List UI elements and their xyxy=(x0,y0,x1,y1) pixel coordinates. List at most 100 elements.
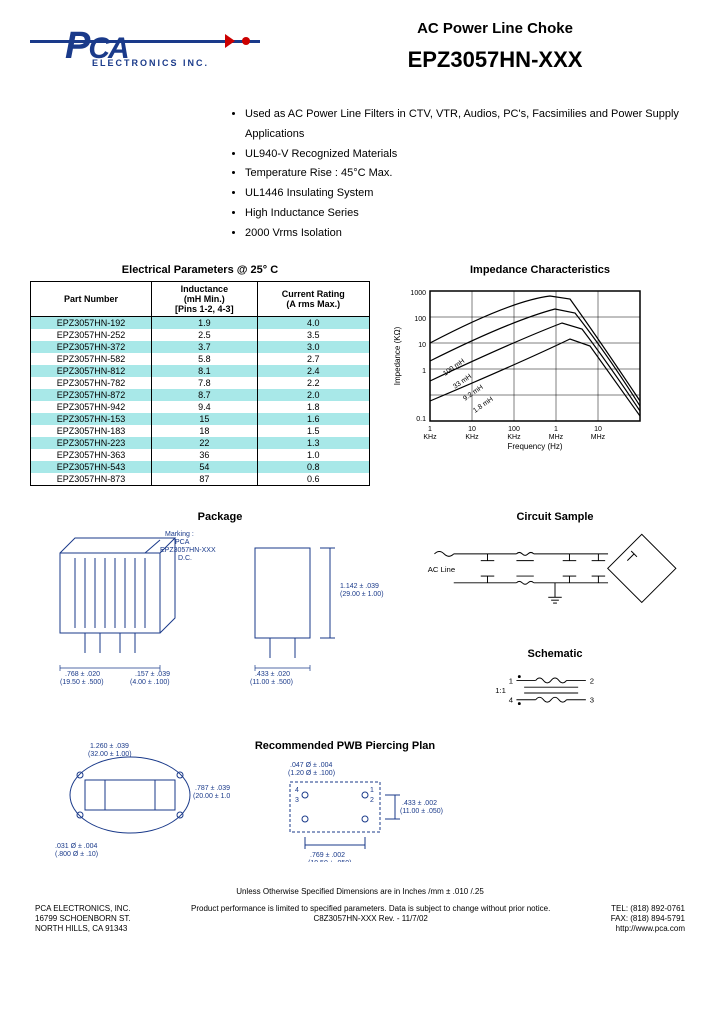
svg-text:1: 1 xyxy=(509,676,513,685)
circuit-diagram: AC Line xyxy=(420,528,690,628)
svg-text:1: 1 xyxy=(428,426,432,433)
svg-text:(4.00 ± .100): (4.00 ± .100) xyxy=(130,679,170,686)
svg-text:Frequency (Hz): Frequency (Hz) xyxy=(507,442,562,451)
company-logo: PCA ELECTRONICS INC. xyxy=(30,20,260,90)
schematic-title: Schematic xyxy=(420,648,690,660)
svg-text:(19.50 ± .500): (19.50 ± .500) xyxy=(60,679,104,686)
svg-text:1.260 ± .039: 1.260 ± .039 xyxy=(90,743,129,750)
svg-text:(11.00 ± .500): (11.00 ± .500) xyxy=(250,679,293,686)
svg-text:KHz: KHz xyxy=(465,434,479,441)
table-row: EPZ3057HN-8728.72.0 xyxy=(31,389,370,401)
footer-contact: TEL: (818) 892-0761FAX: (818) 894-5791ht… xyxy=(611,904,685,935)
pwb-diagram: .047 Ø ± .004(1.20 Ø ± .100) 1 2 4 3 .433 … xyxy=(240,757,450,862)
svg-text:MHz: MHz xyxy=(591,434,606,441)
table-row: EPZ3057HN-7827.82.2 xyxy=(31,377,370,389)
svg-text:1:1: 1:1 xyxy=(495,686,506,695)
svg-text:10: 10 xyxy=(418,342,426,349)
table-row: EPZ3057HN-5825.82.7 xyxy=(31,353,370,365)
svg-text:1: 1 xyxy=(554,426,558,433)
svg-text:.768 ± .020: .768 ± .020 xyxy=(65,671,100,678)
table-row: EPZ3057HN-363361.0 xyxy=(31,449,370,461)
chart-title: Impedance Characteristics xyxy=(390,264,690,276)
impedance-chart: 100 mH 33 mH 9.2 mH 1.8 mH 100010010 10.… xyxy=(390,281,670,451)
pwb-title: Recommended PWB Piercing Plan xyxy=(240,740,450,752)
svg-text:3: 3 xyxy=(590,695,594,704)
svg-text:0.1: 0.1 xyxy=(416,416,426,423)
svg-text:(19.50 ± .050): (19.50 ± .050) xyxy=(308,860,352,862)
svg-text:1.8 mH: 1.8 mH xyxy=(472,396,494,415)
feature-item: 2000 Vrms Isolation xyxy=(245,224,690,244)
svg-text:.769 ± .002: .769 ± .002 xyxy=(310,852,345,859)
footer-note: Unless Otherwise Specified Dimensions ar… xyxy=(30,887,690,896)
table-row: EPZ3057HN-8128.12.4 xyxy=(31,365,370,377)
doc-subtitle: AC Power Line Choke xyxy=(300,20,690,37)
svg-text:3: 3 xyxy=(295,797,299,804)
svg-text:D.C.: D.C. xyxy=(178,555,192,562)
schematic-diagram: 1:1 1 2 4 3 xyxy=(420,665,690,720)
table-row: EPZ3057HN-1921.94.0 xyxy=(31,316,370,329)
part-number-title: EPZ3057HN-XXX xyxy=(300,47,690,73)
table-row: EPZ3057HN-153151.6 xyxy=(31,413,370,425)
feature-list: Used as AC Power Line Filters in CTV, VT… xyxy=(230,105,690,244)
svg-text:(32.00 ± 1.00): (32.00 ± 1.00) xyxy=(88,751,132,758)
table-row: EPZ3057HN-543540.8 xyxy=(31,461,370,473)
svg-text:Marking :: Marking : xyxy=(165,531,194,538)
table-row: EPZ3057HN-3723.73.0 xyxy=(31,341,370,353)
table-row: EPZ3057HN-2522.53.5 xyxy=(31,329,370,341)
table-row: EPZ3057HN-9429.41.8 xyxy=(31,401,370,413)
svg-text:PCA: PCA xyxy=(175,539,190,546)
svg-text:(29.00 ± 1.00): (29.00 ± 1.00) xyxy=(340,591,384,598)
svg-text:.157 ± .039: .157 ± .039 xyxy=(135,671,170,678)
package-title: Package xyxy=(30,511,410,523)
feature-item: UL940-V Recognized Materials xyxy=(245,145,690,165)
svg-text:(20.00 ± 1.00): (20.00 ± 1.00) xyxy=(193,793,230,800)
feature-item: Used as AC Power Line Filters in CTV, VT… xyxy=(245,105,690,145)
svg-text:10: 10 xyxy=(594,426,602,433)
svg-text:KHz: KHz xyxy=(507,434,521,441)
footer-address: PCA ELECTRONICS, INC.16799 SCHOENBORN ST… xyxy=(35,904,131,935)
feature-item: High Inductance Series xyxy=(245,204,690,224)
svg-text:100: 100 xyxy=(414,316,426,323)
header: PCA ELECTRONICS INC. AC Power Line Choke… xyxy=(30,20,690,90)
svg-text:MHz: MHz xyxy=(549,434,564,441)
svg-text:4: 4 xyxy=(509,695,514,704)
svg-text:(11.00 ± .050): (11.00 ± .050) xyxy=(400,808,443,815)
footer: PCA ELECTRONICS, INC.16799 SCHOENBORN ST… xyxy=(30,904,690,935)
svg-text:.787 ± .039: .787 ± .039 xyxy=(195,785,230,792)
svg-text:.433 ± .020: .433 ± .020 xyxy=(255,671,290,678)
circuit-title: Circuit Sample xyxy=(420,511,690,523)
svg-text:EPZ3057HN-XXX: EPZ3057HN-XXX xyxy=(160,547,216,554)
table-row: EPZ3057HN-223221.3 xyxy=(31,437,370,449)
svg-text:1000: 1000 xyxy=(410,290,426,297)
table-title: Electrical Parameters @ 25° C xyxy=(30,264,370,276)
svg-text:10: 10 xyxy=(468,426,476,433)
svg-text:100 mH: 100 mH xyxy=(442,357,466,377)
feature-item: Temperature Rise : 45°C Max. xyxy=(245,164,690,184)
svg-text:KHz: KHz xyxy=(423,434,437,441)
svg-text:AC Line: AC Line xyxy=(428,565,455,574)
svg-text:.433 ± .002: .433 ± .002 xyxy=(402,800,437,807)
svg-text:(1.20 Ø ± .100): (1.20 Ø ± .100) xyxy=(288,770,335,777)
svg-text:(.800 Ø ± .10): (.800 Ø ± .10) xyxy=(55,851,98,858)
table-row: EPZ3057HN-183181.5 xyxy=(31,425,370,437)
footer-disclaimer: Product performance is limited to specif… xyxy=(191,904,550,935)
table-row: EPZ3057HN-873870.6 xyxy=(31,473,370,486)
parameters-table-section: Electrical Parameters @ 25° C Part Numbe… xyxy=(30,264,370,486)
feature-item: UL1446 Insulating System xyxy=(245,184,690,204)
svg-text:100: 100 xyxy=(508,426,520,433)
svg-text:1: 1 xyxy=(370,787,374,794)
svg-text:2: 2 xyxy=(590,676,594,685)
package-side-diagram: 1.260 ± .039(32.00 ± 1.00) .787 ± .039(2… xyxy=(30,740,230,860)
svg-text:9.2 mH: 9.2 mH xyxy=(462,384,484,403)
svg-text:.031 Ø ± .004: .031 Ø ± .004 xyxy=(55,843,97,850)
package-diagram: Marking : PCAEPZ3057HN-XXXD.C. .768 ± .0… xyxy=(30,528,410,693)
svg-text:4: 4 xyxy=(295,787,299,794)
svg-text:.047 Ø ± .004: .047 Ø ± .004 xyxy=(290,762,332,769)
svg-text:1.142 ± .039: 1.142 ± .039 xyxy=(340,583,379,590)
svg-text:Impedance (KΩ): Impedance (KΩ) xyxy=(393,326,402,385)
parameters-table: Part NumberInductance (mH Min.) [Pins 1-… xyxy=(30,281,370,486)
svg-text:1: 1 xyxy=(422,368,426,375)
impedance-chart-section: Impedance Characteristics 100 mH 33 mH xyxy=(390,264,690,486)
svg-text:2: 2 xyxy=(370,797,374,804)
svg-text:33 mH: 33 mH xyxy=(452,373,473,391)
